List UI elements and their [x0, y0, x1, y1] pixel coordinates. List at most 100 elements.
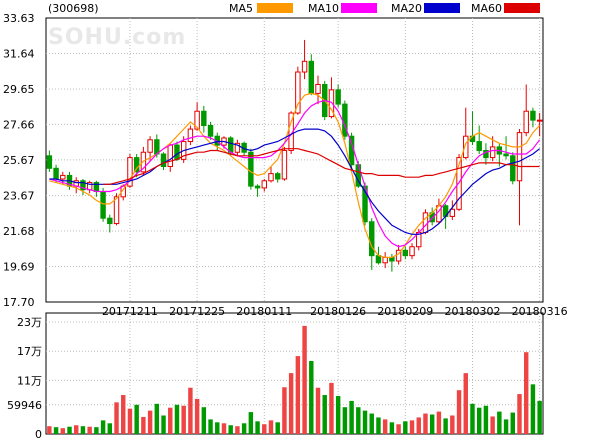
date-tick-label: 20180302 [444, 305, 500, 318]
candle-up [409, 246, 415, 257]
volume-bar-down [389, 422, 395, 434]
volume-bar-up [121, 395, 126, 434]
volume-bar-up [456, 390, 462, 434]
price-tick-label: 29.65 [3, 83, 35, 96]
price-grid [46, 18, 543, 302]
candle-down [46, 155, 53, 169]
volume-bar-down [107, 423, 113, 434]
volume-axis-labels: 23万 17万 11万 59946 0 [7, 316, 42, 440]
candlestick-series [46, 39, 543, 272]
volume-bar-down [154, 403, 160, 434]
price-tick-label: 23.67 [3, 190, 35, 203]
sohu-watermark: SOHU.com [48, 25, 186, 50]
candle-down [160, 153, 167, 168]
volume-bar-up [262, 424, 267, 434]
candle-up [516, 132, 523, 182]
volume-bar-down [255, 421, 260, 434]
candle-down [154, 139, 160, 155]
stock-code: (300698) [48, 2, 99, 15]
candle-down [100, 190, 106, 219]
volume-bar-down [215, 422, 220, 434]
legend-swatch-ma5 [257, 3, 293, 13]
volume-bar-down [510, 412, 515, 434]
volume-bar-series [47, 325, 542, 434]
volume-bar-down [356, 407, 361, 434]
ma-line-ma20 [49, 128, 540, 235]
volume-tick-label: 0 [35, 428, 42, 440]
ma-line-ma5 [49, 92, 541, 258]
volume-bar-up [396, 424, 401, 434]
candle-up [523, 110, 529, 134]
date-tick-label: 20180111 [236, 305, 292, 318]
volume-bar-down [470, 403, 475, 434]
volume-bar-up [127, 408, 133, 434]
volume-bar-down [134, 404, 139, 434]
volume-bar-up [517, 394, 522, 434]
candle-down [375, 255, 382, 264]
volume-bar-up [288, 373, 294, 434]
candle-down [133, 157, 140, 173]
candle-up [295, 71, 301, 114]
price-tick-label: 19.69 [3, 261, 35, 274]
volume-bar-up [114, 402, 119, 434]
candle-down [207, 125, 214, 137]
candle-up [261, 180, 267, 189]
volume-bar-down [429, 414, 435, 434]
volume-bar-up [523, 352, 529, 434]
candle-up [422, 212, 429, 233]
candle-up [268, 173, 274, 182]
candle-down [254, 185, 261, 189]
volume-bar-down [503, 419, 509, 434]
volume-bar-up [423, 413, 428, 434]
volume-bar-down [335, 396, 341, 434]
candle-up [147, 139, 153, 153]
volume-panel-border [45, 312, 544, 435]
ma-legend: MA5 MA10 MA20 MA60 [229, 2, 540, 15]
volume-bar-up [235, 426, 240, 434]
candle-up [194, 110, 200, 130]
volume-bar-down [241, 423, 247, 434]
candle-down [107, 217, 113, 225]
candle-down [503, 153, 509, 157]
date-axis-labels: 20171211 20171225 20180111 20180126 20180209… [102, 305, 568, 318]
volume-bar-down [161, 415, 166, 434]
candle-up [449, 208, 456, 217]
volume-bar-up [282, 387, 287, 434]
candle-up [127, 157, 133, 187]
volume-bar-down [322, 395, 327, 434]
price-tick-label: 17.70 [3, 296, 35, 309]
volume-bar-down [537, 400, 542, 434]
candle-down [530, 110, 536, 121]
volume-bar-down [369, 413, 374, 434]
date-tick-label: 20171225 [169, 305, 225, 318]
candle-down [402, 249, 409, 257]
volume-bar-down [94, 427, 99, 434]
price-tick-label: 31.64 [3, 47, 35, 60]
price-tick-label: 25.67 [3, 154, 35, 167]
price-panel-border [45, 17, 544, 303]
legend-label-ma5: MA5 [229, 2, 253, 15]
candle-down [476, 141, 482, 151]
volume-tick-label: 11万 [17, 374, 42, 387]
candle-down [274, 173, 281, 180]
volume-bar-down [349, 400, 354, 434]
candle-down [335, 89, 341, 105]
candle-up [113, 196, 120, 225]
price-tick-label: 33.63 [3, 12, 35, 25]
volume-grid [46, 313, 543, 434]
candle-up [167, 144, 173, 168]
volume-tick-label: 23万 [17, 316, 42, 329]
legend-label-ma60: MA60 [471, 2, 502, 15]
candle-down [369, 221, 375, 257]
price-tick-label: 27.66 [3, 118, 35, 131]
candle-down [174, 144, 180, 160]
volume-bar-up [268, 420, 274, 434]
volume-bar-down [248, 412, 254, 434]
volume-bar-up [450, 415, 455, 434]
volume-bar-down [201, 407, 207, 434]
legend-swatch-ma10 [341, 3, 377, 13]
candle-down [248, 151, 254, 187]
volume-bar-down [342, 407, 348, 434]
candle-down [80, 180, 86, 191]
